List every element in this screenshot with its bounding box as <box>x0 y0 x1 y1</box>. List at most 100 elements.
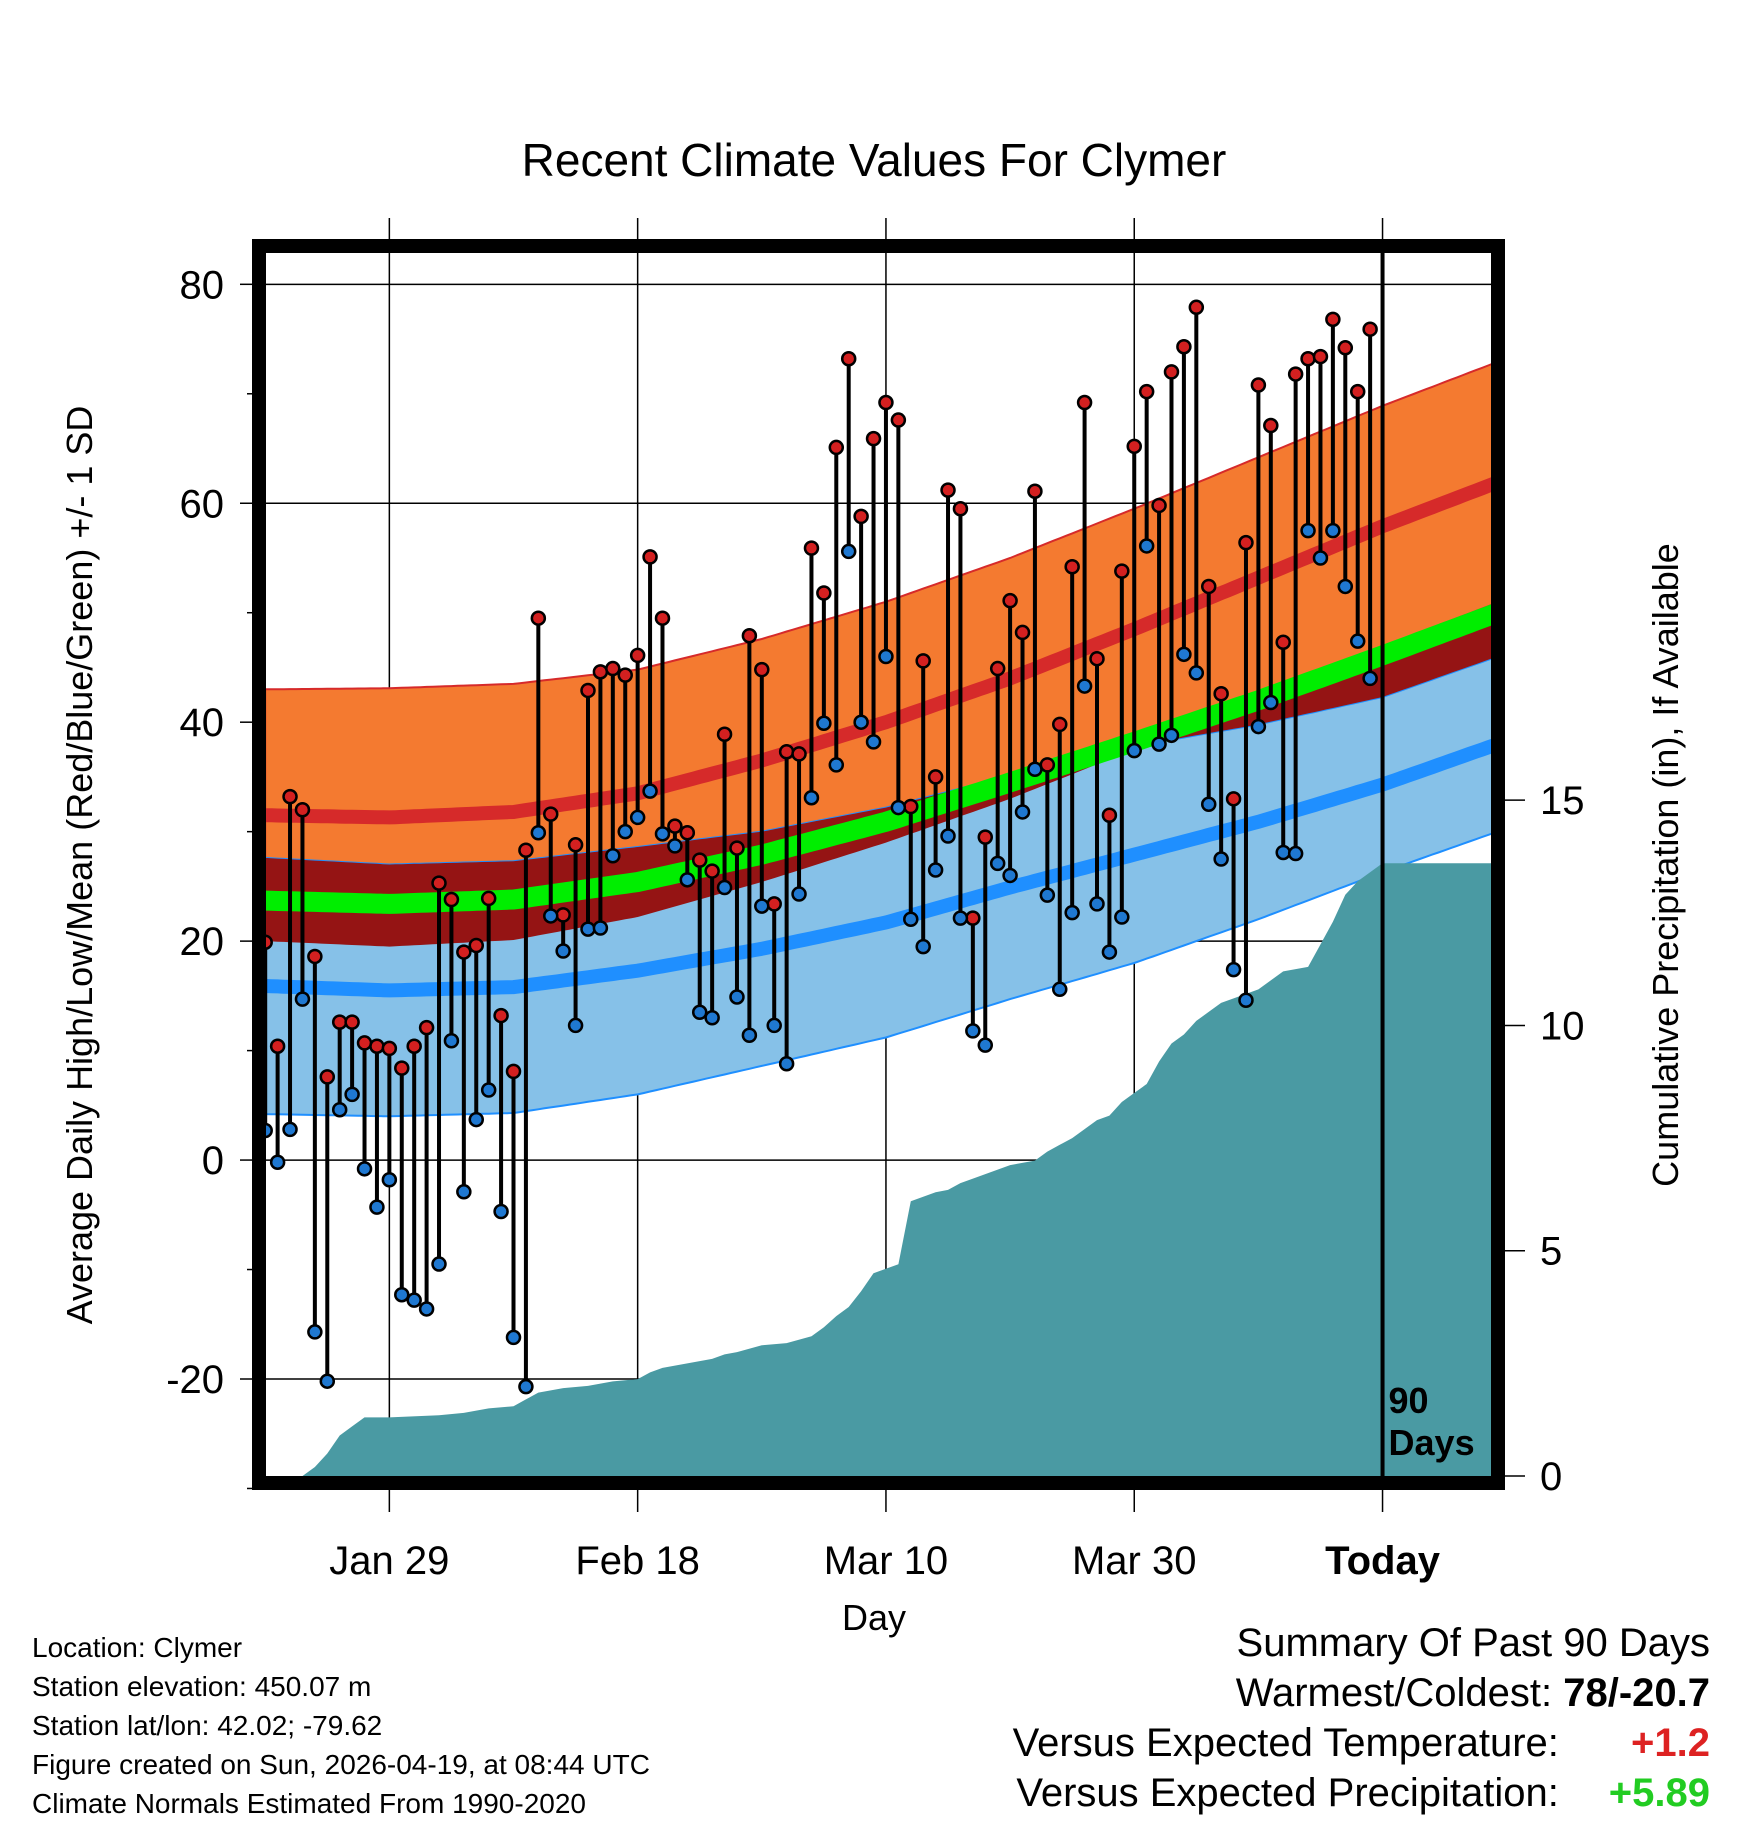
daily-dots <box>257 299 1378 1395</box>
high-dot <box>729 840 745 856</box>
high-dot <box>1126 438 1142 455</box>
info-location: Location: Clymer <box>32 1632 243 1663</box>
high-dot <box>1287 366 1304 382</box>
summary-title: Summary Of Past 90 Days <box>1236 1621 1710 1665</box>
low-dot <box>1052 981 1068 998</box>
low-dot <box>319 1373 336 1389</box>
high-dot <box>356 1035 373 1051</box>
high-dot <box>667 818 683 834</box>
low-dot <box>418 1301 435 1317</box>
precip-value: +5.89 <box>1608 1771 1710 1815</box>
low-dot <box>1114 909 1130 925</box>
low-dot <box>381 1172 398 1188</box>
precip-tick-label: 10 <box>1540 1004 1585 1048</box>
high-dot <box>654 610 671 626</box>
y-axis-label-left: Average Daily High/Low/Mean (Red/Blue/Gr… <box>59 406 100 1325</box>
today-days-word: Days <box>1389 1422 1475 1463</box>
low-dot <box>518 1378 534 1395</box>
low-dot <box>1213 851 1229 867</box>
high-dot <box>1349 383 1366 400</box>
high-dot <box>369 1038 385 1054</box>
high-dot <box>704 863 720 879</box>
y-tick-label: 20 <box>180 920 225 964</box>
low-dot <box>803 789 820 806</box>
low-dot <box>1188 665 1205 681</box>
low-dot <box>605 847 621 864</box>
high-dot <box>418 1019 435 1036</box>
high-dot <box>803 540 820 556</box>
low-dot <box>542 908 559 924</box>
info-created: Figure created on Sun, 2026-04-19, at 08… <box>32 1749 650 1780</box>
low-dot <box>369 1199 385 1215</box>
high-dot <box>1089 650 1105 667</box>
high-dot <box>1101 807 1118 823</box>
high-dot <box>828 439 845 456</box>
daily-range-stems <box>263 307 1373 1387</box>
low-dot <box>443 1032 460 1049</box>
high-dot <box>1027 483 1043 499</box>
x-tick-label: Today <box>1325 1539 1441 1583</box>
high-dot <box>1114 563 1130 579</box>
x-axis-label: Day <box>842 1597 906 1638</box>
y-axis-label-right: Cumulative Precipitation (in), If Availa… <box>1645 543 1686 1187</box>
today-days-number: 90 <box>1389 1380 1429 1421</box>
high-dot <box>1188 299 1205 316</box>
high-dot <box>480 890 497 907</box>
low-dot <box>1027 761 1043 778</box>
low-dot <box>853 714 869 730</box>
y-tick-label: 80 <box>180 263 225 307</box>
low-dot <box>989 855 1006 872</box>
low-dot <box>890 799 907 816</box>
high-dot <box>840 351 857 367</box>
low-dot <box>878 648 894 665</box>
low-dot <box>1002 867 1018 884</box>
low-dot <box>965 1023 981 1039</box>
low-dot <box>642 783 658 799</box>
high-dot <box>989 660 1006 677</box>
high-dot <box>741 627 758 644</box>
high-dot <box>1337 340 1354 356</box>
info-latlon: Station lat/lon: 42.02; -79.62 <box>32 1710 383 1741</box>
low-dot <box>791 886 807 902</box>
high-dot <box>816 585 832 601</box>
low-dot <box>1089 896 1105 912</box>
summary-panel: Summary Of Past 90 Days Warmest/Coldest:… <box>1013 1618 1710 1818</box>
info-normals: Climate Normals Estimated From 1990-2020 <box>32 1788 586 1819</box>
high-dot <box>791 746 807 762</box>
low-dot <box>927 862 944 878</box>
low-dot <box>431 1256 447 1272</box>
low-dot <box>1250 718 1267 735</box>
high-dot <box>1138 383 1155 400</box>
low-dot <box>1014 804 1031 820</box>
low-dot <box>1325 522 1341 539</box>
low-dot <box>1263 694 1279 711</box>
low-dot <box>580 921 596 937</box>
high-dot <box>766 896 782 912</box>
low-dot <box>667 838 683 854</box>
low-dot <box>654 826 671 842</box>
high-dot <box>878 394 894 411</box>
low-dot <box>629 809 646 826</box>
low-dot <box>940 828 956 844</box>
temp-label: Versus Expected Temperature: <box>1012 1721 1559 1765</box>
precip-tick-label: 0 <box>1540 1455 1562 1499</box>
low-dot <box>617 823 633 840</box>
high-dot <box>716 726 733 742</box>
low-dot <box>530 825 547 841</box>
low-dot <box>294 991 311 1007</box>
low-dot <box>952 910 969 926</box>
low-dot <box>456 1184 472 1200</box>
high-dot <box>1151 497 1167 514</box>
low-dot <box>716 879 733 896</box>
summary-temp: Versus Expected Temperature: +1.2 <box>1013 1718 1710 1768</box>
low-dot <box>1163 727 1180 744</box>
high-dot <box>617 667 633 683</box>
x-tick-label: Jan 29 <box>329 1539 449 1583</box>
high-dot <box>319 1069 336 1085</box>
low-dot <box>1275 844 1291 861</box>
high-dot <box>1176 338 1192 355</box>
high-dot <box>1014 624 1031 641</box>
high-dot <box>456 944 472 960</box>
high-dot <box>344 1014 360 1030</box>
